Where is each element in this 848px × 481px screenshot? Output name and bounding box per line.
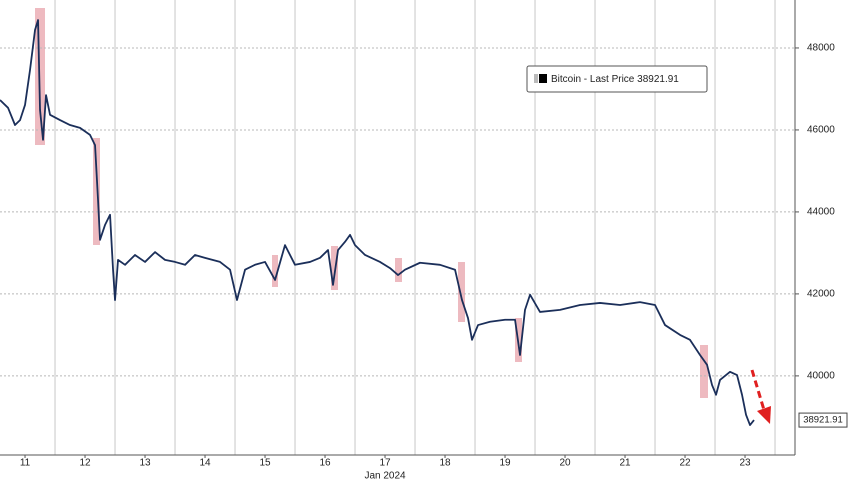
legend-label: Bitcoin - Last Price 38921.91: [551, 74, 679, 85]
last-price-box: [798, 412, 848, 428]
highlight: [395, 258, 402, 282]
x-tick-label: 22: [679, 458, 691, 469]
x-tick-label: 12: [79, 458, 91, 469]
x-tick-label: 15: [259, 458, 271, 469]
legend-last-price: 38921.91: [637, 74, 679, 85]
highlight: [272, 255, 278, 287]
legend-name: Bitcoin - Last Price: [551, 74, 635, 85]
highlight: [458, 262, 465, 322]
y-tick-label: 42000: [807, 289, 835, 300]
x-tick-label: 21: [619, 458, 631, 469]
x-tick-label: 14: [199, 458, 211, 469]
x-tick-label: 17: [379, 458, 391, 469]
x-tick-label: 16: [319, 458, 331, 469]
price-line: [0, 19, 755, 426]
arrow: [750, 369, 771, 424]
legend-swatch: [539, 74, 547, 83]
x-tick-label: 20: [559, 458, 571, 469]
highlight: [700, 345, 708, 398]
x-tick-label: 13: [139, 458, 151, 469]
x-tick-label: 11: [20, 458, 31, 469]
x-tick-label: 23: [739, 458, 751, 469]
grid: [0, 0, 795, 455]
arrow-head: [757, 406, 771, 424]
last-price-label: 38921.91: [803, 415, 843, 426]
y-tick-label: 46000: [807, 125, 835, 136]
arrow-shaft: [750, 369, 766, 411]
y-tick-label: 40000: [807, 371, 835, 382]
legend: Bitcoin - Last Price 38921.91: [526, 65, 708, 93]
x-tick-label: 18: [439, 458, 451, 469]
marks: [0, 19, 755, 426]
x-tick-label: 19: [499, 458, 511, 469]
highlight: [93, 138, 100, 245]
y-tick-label: 44000: [807, 207, 835, 218]
x-axis-label: Jan 2024: [364, 471, 406, 481]
legend-box: [526, 65, 708, 93]
highlight: [331, 246, 338, 290]
legend-swatch-bg: [534, 74, 538, 83]
y-tick-label: 48000: [807, 43, 835, 54]
